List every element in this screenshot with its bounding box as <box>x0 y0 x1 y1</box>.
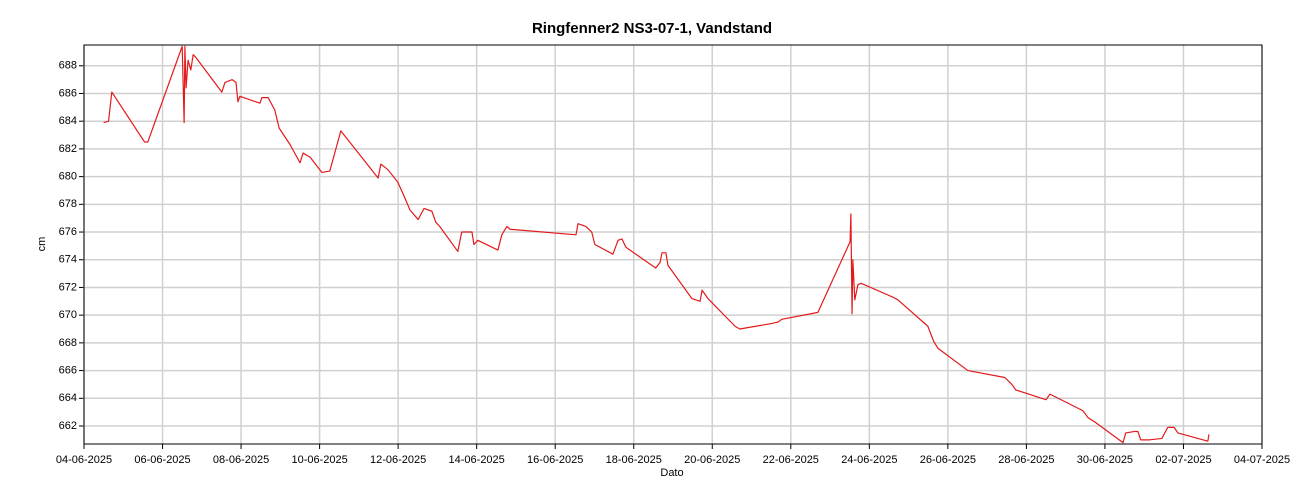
y-tick-label: 680 <box>59 171 77 183</box>
x-tick-label: 10-06-2025 <box>291 454 347 466</box>
x-tick-label: 04-06-2025 <box>56 454 112 466</box>
y-tick-label: 676 <box>59 226 77 238</box>
x-tick-label: 18-06-2025 <box>606 454 662 466</box>
y-tick-label: 664 <box>59 392 77 404</box>
y-tick-label: 670 <box>59 309 77 321</box>
y-tick-label: 674 <box>59 254 77 266</box>
y-tick-label: 688 <box>59 60 77 72</box>
y-tick-label: 666 <box>59 364 77 376</box>
y-tick-label: 668 <box>59 337 77 349</box>
y-tick-label: 684 <box>59 115 77 127</box>
x-tick-label: 20-06-2025 <box>684 454 740 466</box>
x-tick-label: 24-06-2025 <box>841 454 897 466</box>
y-tick-label: 678 <box>59 198 77 210</box>
data-line <box>103 45 1210 444</box>
x-tick-label: 06-06-2025 <box>134 454 190 466</box>
y-tick-label: 672 <box>59 281 77 293</box>
x-tick-label: 02-07-2025 <box>1155 454 1211 466</box>
x-tick-label: 08-06-2025 <box>213 454 269 466</box>
x-tick-label: 04-07-2025 <box>1234 454 1290 466</box>
y-tick-label: 686 <box>59 87 77 99</box>
x-tick-label: 12-06-2025 <box>370 454 426 466</box>
y-tick-label: 662 <box>59 420 77 432</box>
x-tick-label: 14-06-2025 <box>449 454 505 466</box>
x-tick-label: 26-06-2025 <box>920 454 976 466</box>
x-tick-label: 28-06-2025 <box>998 454 1054 466</box>
x-tick-label: 22-06-2025 <box>763 454 819 466</box>
x-tick-label: 16-06-2025 <box>527 454 583 466</box>
y-axis-label: cm <box>36 237 48 252</box>
plot-frame <box>83 44 1263 445</box>
chart-title: Ringfenner2 NS3-07-1, Vandstand <box>532 20 772 37</box>
y-tick-label: 682 <box>59 143 77 155</box>
x-tick-label: 30-06-2025 <box>1077 454 1133 466</box>
x-axis-label: Dato <box>660 467 683 479</box>
